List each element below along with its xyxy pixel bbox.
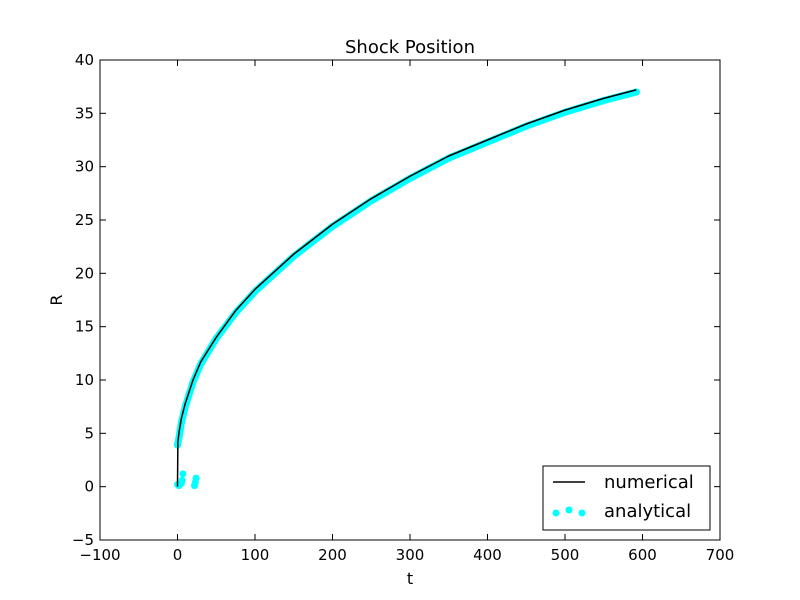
x-tick-label: −100 [79, 546, 120, 564]
x-axis-title: t [407, 569, 413, 588]
y-axis-title: R [47, 294, 66, 305]
x-tick-label: 0 [173, 546, 183, 564]
y-tick-label: −5 [72, 531, 94, 549]
legend-label-analytical: analytical [604, 501, 691, 522]
x-tick-label: 500 [551, 546, 580, 564]
x-tick-label: 300 [396, 546, 425, 564]
y-tick-label: 15 [75, 318, 94, 336]
analytical-point [192, 474, 200, 482]
analytical-point [179, 470, 187, 478]
x-tick-label: 600 [628, 546, 657, 564]
y-tick-label: 30 [75, 158, 94, 176]
legend: numerical analytical [542, 465, 711, 531]
legend-marker-swatch [552, 509, 560, 517]
chart-title: Shock Position [345, 37, 475, 58]
x-tick-label: 700 [706, 546, 735, 564]
y-tick-label: 40 [75, 51, 94, 69]
x-tick-label: 400 [473, 546, 502, 564]
legend-marker-swatch [578, 509, 586, 517]
x-tick-label: 100 [241, 546, 270, 564]
legend-box [542, 465, 711, 531]
y-tick-label: 5 [84, 424, 94, 442]
y-tick-label: 20 [75, 264, 94, 282]
analytical-band [174, 88, 640, 449]
y-tick-label: 25 [75, 211, 94, 229]
legend-marker-swatch [565, 506, 573, 514]
analytical-point [178, 476, 186, 484]
x-tick-label: 200 [318, 546, 347, 564]
plot-area: −100 0 100 200 300 400 500 600 700 −5 0 5 10 15 20 25 30… [72, 51, 734, 564]
y-tick-label: 10 [75, 371, 94, 389]
y-tick-label: 0 [84, 478, 94, 496]
legend-label-numerical: numerical [604, 472, 694, 493]
y-tick-label: 35 [75, 104, 94, 122]
numerical-line [176, 89, 637, 487]
